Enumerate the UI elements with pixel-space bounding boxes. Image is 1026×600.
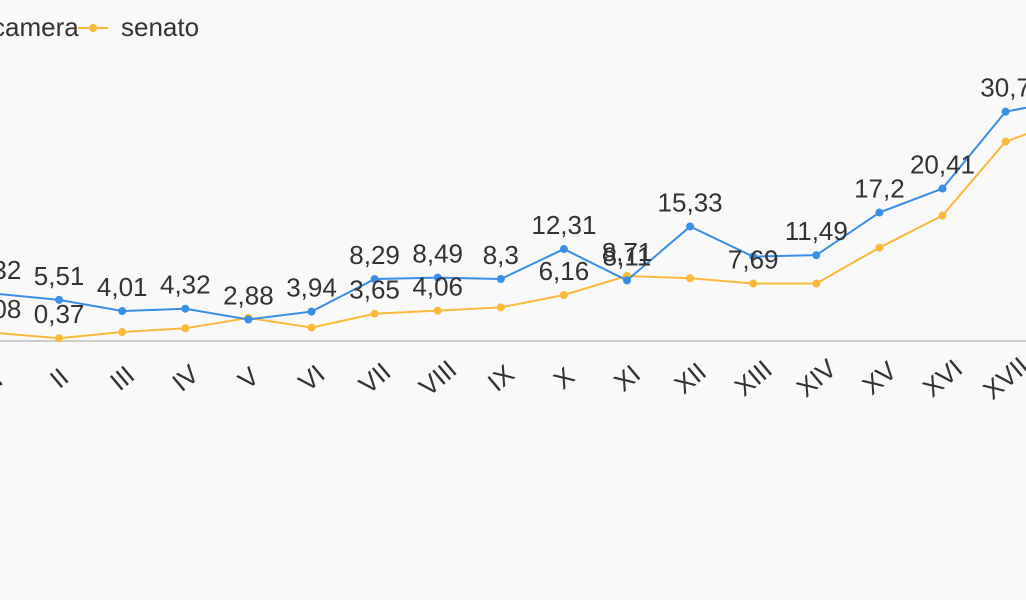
x-tick-label: XVI — [917, 353, 968, 403]
data-point-senato[interactable] — [938, 211, 947, 220]
data-point-camera[interactable] — [623, 276, 631, 285]
data-point-camera[interactable] — [812, 251, 821, 260]
data-point-camera[interactable] — [118, 307, 127, 316]
x-tick-label: XI — [608, 359, 646, 398]
data-point-camera[interactable] — [1001, 107, 1010, 116]
data-point-senato[interactable] — [686, 274, 695, 283]
data-point-senato[interactable] — [433, 306, 442, 315]
x-tick-label: XII — [668, 356, 712, 399]
data-label-camera: 5,51 — [34, 261, 85, 291]
data-point-camera[interactable] — [875, 208, 884, 217]
data-point-camera[interactable] — [55, 295, 64, 304]
x-tick-label: I — [0, 364, 8, 392]
data-label-camera: 4,01 — [97, 272, 148, 302]
data-label-camera: 8,3 — [483, 240, 519, 270]
series-line-camera — [0, 106, 1026, 321]
data-label-senato: 3,65 — [349, 275, 400, 305]
data-point-camera[interactable] — [686, 222, 695, 231]
data-point-camera[interactable] — [181, 304, 190, 313]
data-point-camera[interactable] — [433, 273, 442, 282]
legend-item-camera[interactable]: camera — [0, 12, 79, 42]
x-tick-label: XV — [856, 355, 902, 401]
data-label-camera: 2,88 — [223, 280, 274, 310]
data-label-camera: 12,31 — [531, 210, 596, 240]
x-tick-label: XIV — [791, 353, 843, 403]
data-label-camera: 30,7 — [980, 73, 1026, 103]
data-point-senato[interactable] — [875, 243, 884, 252]
x-tick-label: II — [44, 362, 74, 394]
data-label-camera: 3,94 — [286, 273, 337, 303]
data-point-camera[interactable] — [938, 184, 947, 193]
data-point-camera[interactable] — [307, 307, 316, 316]
data-point-camera[interactable] — [370, 275, 379, 284]
data-label-camera: 8,11 — [603, 241, 652, 271]
x-tick-label: VII — [353, 356, 397, 399]
data-label-senato: 0,37 — [34, 299, 85, 329]
x-tick-label: X — [548, 361, 581, 395]
x-tick-label: XVII — [977, 351, 1026, 406]
data-label-camera: 8,49 — [412, 239, 463, 269]
x-tick-label: III — [104, 360, 140, 397]
legend: camera senato — [0, 12, 199, 42]
data-label-camera: 15,33 — [658, 187, 723, 217]
series-layer — [0, 106, 1026, 343]
data-point-senato[interactable] — [1001, 137, 1010, 146]
legend-item-senato[interactable]: senato — [78, 12, 199, 42]
data-labels: 6,32 5,51 4,01 4,32 2,88 3,94 8,29 8,49 8,3 12,31… — [0, 73, 1026, 330]
data-label-senato: 4,06 — [412, 272, 463, 302]
x-tick-label: VIII — [413, 354, 462, 402]
data-point-senato[interactable] — [118, 328, 127, 337]
x-axis-ticks: I II III IV V VI VII VIII IX X XI XII XIII XIV XV XVI XV… — [0, 351, 1026, 406]
data-label-camera: 20,41 — [910, 150, 975, 180]
legend-marker-senato — [89, 24, 97, 32]
x-tick-label: IX — [482, 359, 520, 398]
x-tick-label: IV — [166, 358, 205, 397]
data-point-senato[interactable] — [812, 279, 821, 288]
data-point-senato[interactable] — [181, 324, 190, 333]
data-label-senato: 8,71 — [602, 237, 653, 267]
data-label-camera: 11,49 — [785, 216, 848, 246]
data-point-senato[interactable] — [55, 334, 64, 343]
data-label-camera: 8,29 — [349, 240, 400, 270]
data-point-camera[interactable] — [749, 252, 758, 261]
data-point-senato[interactable] — [370, 309, 379, 318]
x-tick-label: XIII — [729, 354, 778, 402]
x-tick-label: VI — [292, 359, 330, 398]
legend-label-senato: senato — [121, 12, 199, 42]
data-label-senato: 7,69 — [728, 245, 779, 275]
data-point-senato[interactable] — [749, 279, 758, 288]
data-point-camera[interactable] — [496, 274, 505, 283]
data-label-camera: 17,2 — [854, 174, 905, 204]
data-point-senato[interactable] — [559, 290, 568, 299]
data-point-camera[interactable] — [559, 245, 568, 254]
data-point-senato[interactable] — [307, 323, 316, 332]
data-point-camera[interactable] — [244, 315, 253, 324]
series-line-senato — [0, 133, 1026, 340]
data-label-senato: 6,16 — [539, 256, 590, 286]
data-label-camera: 4,32 — [160, 270, 211, 300]
data-label-camera: 6,32 — [0, 255, 21, 285]
legend-label-camera: camera — [0, 12, 79, 42]
x-tick-label: V — [232, 361, 265, 396]
data-label-senato: 1,08 — [0, 294, 21, 324]
data-point-senato[interactable] — [496, 303, 505, 312]
